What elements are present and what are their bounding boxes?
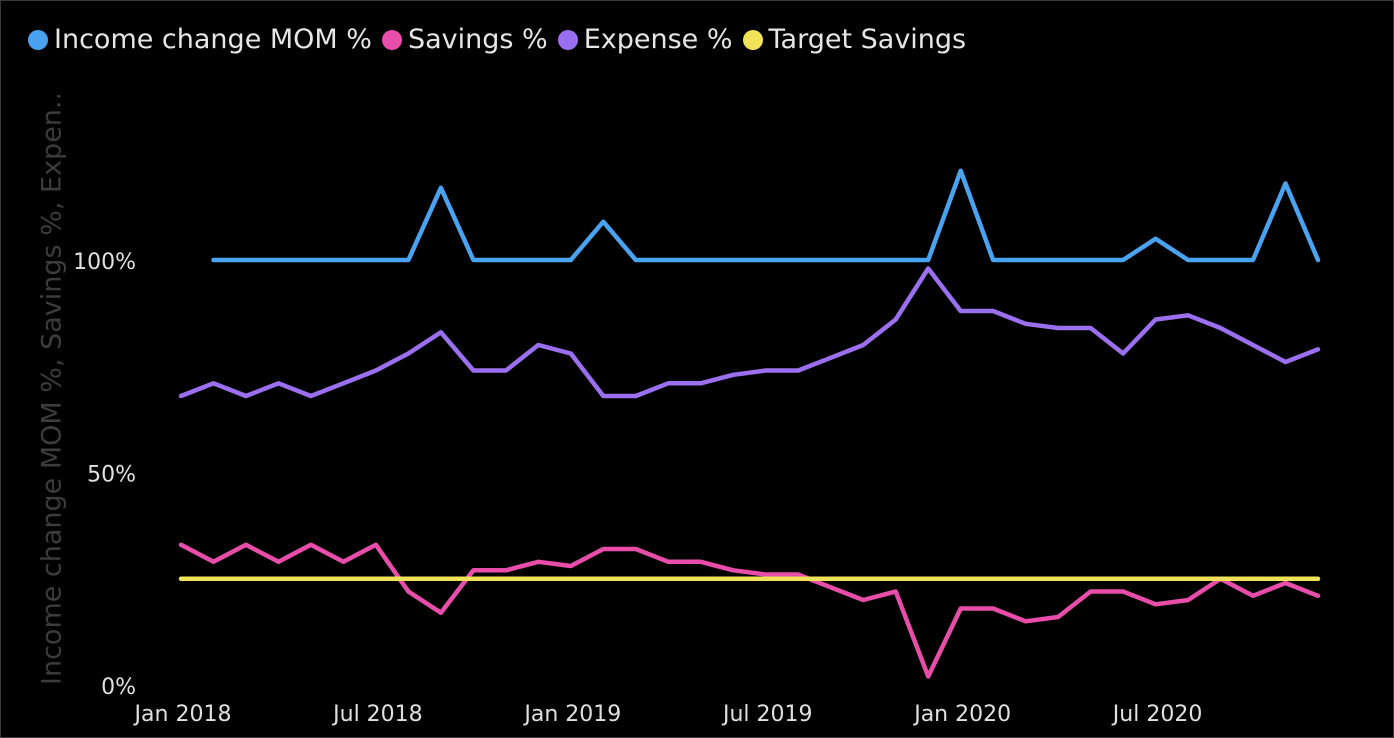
y-tick-label-0: 0% <box>101 675 136 700</box>
series-line-income-change-mom[interactable] <box>211 168 1321 263</box>
legend-label-savings: Savings % <box>407 24 548 55</box>
legend-label-target: Target Savings <box>768 24 967 55</box>
legend-label-expense: Expense % <box>583 24 733 55</box>
x-tick-label-1: Jul 2018 <box>331 702 423 727</box>
legend-item-expense[interactable]: Expense % <box>557 24 733 55</box>
series-line-savings[interactable] <box>178 542 1321 679</box>
x-tick-label-0: Jan 2018 <box>133 702 232 727</box>
x-tick-label-5: Jul 2020 <box>1111 702 1203 727</box>
legend-item-savings[interactable]: Savings % <box>381 24 548 55</box>
series-line-expense[interactable] <box>178 266 1321 399</box>
chart-legend: Income change MOM % Savings % Expense % … <box>28 24 976 55</box>
legend-item-income[interactable]: Income change MOM % <box>28 24 372 55</box>
legend-swatch-savings <box>381 29 402 50</box>
legend-swatch-target <box>742 29 763 50</box>
legend-item-target[interactable]: Target Savings <box>742 24 967 55</box>
legend-label-income: Income change MOM % <box>54 24 372 55</box>
y-tick-label-2: 100% <box>73 250 136 275</box>
y-tick-label-1: 50% <box>87 463 136 488</box>
x-tick-label-4: Jan 2020 <box>912 702 1011 727</box>
x-tick-label-3: Jul 2019 <box>721 702 813 727</box>
legend-swatch-income <box>28 29 48 50</box>
legend-swatch-expense <box>557 29 578 50</box>
x-tick-label-2: Jan 2019 <box>522 702 621 727</box>
